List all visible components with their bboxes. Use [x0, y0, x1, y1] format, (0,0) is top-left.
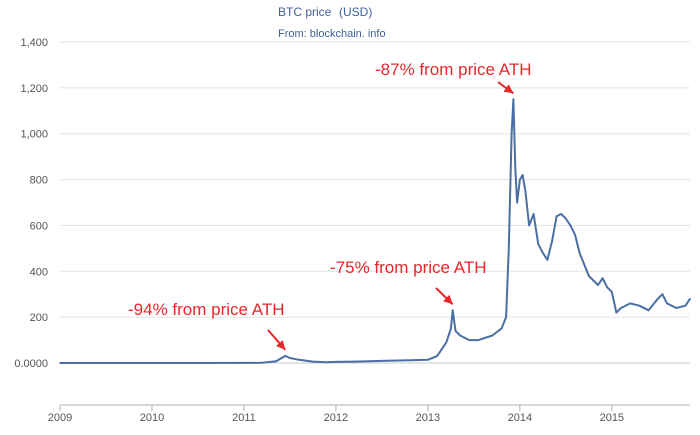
annotation-arrowhead — [443, 294, 453, 305]
data-point — [275, 360, 277, 362]
data-point — [59, 362, 61, 364]
data-point — [505, 316, 507, 318]
x-tick-label: 2011 — [232, 412, 256, 424]
data-point — [532, 213, 535, 215]
data-point — [528, 224, 530, 227]
data-point — [524, 190, 527, 192]
data-point — [519, 178, 521, 181]
data-point — [638, 304, 641, 307]
data-point — [657, 298, 659, 300]
chart-title-unit: (USD) — [339, 5, 372, 19]
data-point — [335, 361, 337, 363]
data-point — [629, 302, 632, 305]
data-point — [436, 355, 438, 357]
annotations-layer: -94% from price ATH -75% from price ATH -8… — [128, 60, 532, 351]
data-point — [611, 291, 613, 293]
data-point — [289, 357, 291, 359]
data-point — [353, 360, 356, 363]
x-tick-label: 2009 — [48, 412, 72, 424]
data-point — [542, 252, 544, 254]
data-point — [601, 277, 604, 279]
data-point — [312, 360, 314, 363]
y-tick-label: 1,200 — [20, 83, 48, 95]
data-point — [243, 362, 245, 364]
data-point — [521, 174, 524, 176]
data-point — [551, 240, 553, 243]
series-line — [60, 98, 691, 364]
data-point — [689, 298, 691, 300]
data-point — [459, 334, 461, 337]
gridlines — [60, 41, 690, 364]
x-tick-label: 2013 — [416, 412, 440, 424]
data-point — [647, 309, 650, 312]
data-point — [588, 275, 590, 277]
data-point — [151, 362, 153, 364]
annotation-label: -75% from price ATH — [330, 258, 487, 277]
data-point — [555, 215, 558, 218]
data-point — [450, 327, 452, 330]
data-point — [569, 224, 572, 227]
data-point — [512, 98, 515, 101]
series-layer — [59, 98, 691, 364]
y-tick-label: 1,000 — [20, 129, 48, 141]
x-tick-label: 2012 — [324, 412, 348, 424]
data-point — [574, 233, 576, 236]
data-point — [666, 302, 668, 305]
data-point — [578, 252, 581, 254]
annotation-arrowhead — [276, 340, 286, 350]
data-point — [661, 293, 664, 296]
data-point — [500, 327, 503, 330]
data-point — [565, 217, 567, 220]
x-tick-label: 2010 — [140, 412, 164, 424]
data-point — [445, 341, 448, 344]
annotation-arrowhead — [503, 84, 514, 94]
data-point — [491, 334, 494, 337]
data-point — [454, 330, 457, 332]
data-point — [606, 286, 609, 289]
x-tick-label: 2015 — [600, 412, 624, 424]
data-point — [592, 279, 595, 282]
data-point — [508, 247, 510, 250]
data-point — [261, 361, 264, 364]
data-point — [684, 304, 687, 307]
y-tick-label: 800 — [30, 175, 48, 187]
data-point — [408, 359, 411, 362]
data-point — [620, 307, 622, 309]
y-tick-label: 400 — [30, 266, 48, 278]
data-point — [427, 358, 429, 361]
data-point — [675, 307, 678, 309]
data-point — [510, 132, 513, 135]
data-point — [197, 362, 199, 364]
data-point — [451, 309, 454, 312]
x-axis-ticks: 2009 2010 2011 2012 2013 2014 2015 — [48, 405, 624, 424]
data-point — [477, 339, 480, 341]
data-point — [583, 263, 586, 266]
y-tick-label: 600 — [30, 220, 48, 232]
data-point — [325, 361, 328, 364]
data-point — [537, 242, 540, 245]
data-point — [560, 213, 563, 215]
chart-subtitle: From: blockchain. info — [278, 28, 386, 40]
data-point — [284, 355, 287, 357]
data-point — [514, 167, 517, 169]
data-point — [516, 201, 518, 204]
data-point — [381, 360, 383, 362]
x-tick-label: 2014 — [508, 412, 532, 424]
data-point — [298, 358, 300, 361]
y-tick-label: 200 — [30, 312, 48, 324]
y-tick-label: 1,400 — [20, 37, 48, 49]
annotation-label: -87% from price ATH — [375, 60, 532, 79]
y-axis-tick-labels: 0.0000 200 400 600 800 1,000 1,200 1,400 — [14, 37, 48, 370]
data-point — [597, 284, 599, 286]
data-point — [546, 259, 549, 261]
chart-title: BTC price — [278, 5, 332, 19]
y-tick-label: 0.0000 — [14, 358, 48, 370]
data-point — [468, 339, 471, 341]
data-point — [615, 311, 618, 314]
annotation-label: -94% from price ATH — [128, 300, 285, 319]
